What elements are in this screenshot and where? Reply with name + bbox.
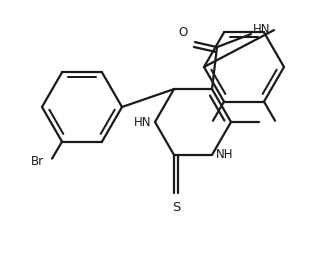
Text: Br: Br [31,155,44,168]
Text: S: S [172,201,180,214]
Text: NH: NH [216,148,234,161]
Text: HN: HN [253,23,270,35]
Text: HN: HN [133,116,151,129]
Text: O: O [179,26,188,39]
